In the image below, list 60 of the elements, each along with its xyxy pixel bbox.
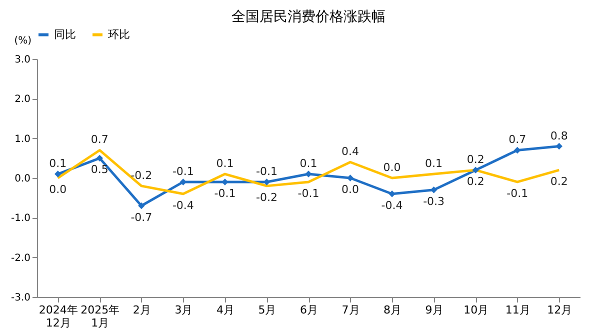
data-label: 0.1 xyxy=(49,157,67,170)
x-tick-label: 8月 xyxy=(384,304,402,316)
data-label: 0.1 xyxy=(216,157,234,170)
data-label: 0.2 xyxy=(466,175,484,188)
data-label: 0.8 xyxy=(550,129,568,142)
x-tick-label: 5月 xyxy=(258,304,276,316)
x-tick-label: 2月 xyxy=(132,304,151,316)
data-label: 0.1 xyxy=(425,157,443,170)
point xyxy=(388,190,396,198)
point xyxy=(138,202,145,210)
x-tick-label: 10月 xyxy=(464,304,489,316)
x-tick-label: 6月 xyxy=(300,304,318,316)
point xyxy=(305,170,312,178)
x-tick-label: 7月 xyxy=(342,304,360,316)
data-label: 0.0 xyxy=(342,183,360,196)
data-label: -0.1 xyxy=(214,186,236,200)
point xyxy=(96,154,104,162)
y-tick-label: 3.0 xyxy=(14,54,30,66)
x-tick-label: 2025年 1月 xyxy=(80,304,120,330)
y-tick-label: -1.0 xyxy=(10,213,30,224)
x-tick-label: 11月 xyxy=(505,304,530,316)
y-axis-title: (%) xyxy=(14,36,32,46)
data-label: -0.4 xyxy=(172,198,194,212)
x-tick-label: 2024年 12月 xyxy=(38,304,78,330)
legend-label: 环比 xyxy=(108,28,130,41)
y-tick-label: 2.0 xyxy=(14,94,30,106)
data-label: -0.1 xyxy=(298,186,320,200)
data-label: 0.2 xyxy=(466,153,484,166)
data-label: -0.2 xyxy=(130,168,152,182)
point xyxy=(514,146,521,154)
data-label: -0.4 xyxy=(381,198,403,212)
data-label: -0.1 xyxy=(172,164,194,178)
x-tick-label: 9月 xyxy=(425,304,444,316)
y-tick-label: 1.0 xyxy=(14,134,30,145)
point xyxy=(430,186,438,194)
data-label: -0.1 xyxy=(506,186,528,200)
data-label: 0.0 xyxy=(49,183,67,196)
data-label: 0.5 xyxy=(90,163,108,176)
data-label: 0.1 xyxy=(300,157,318,170)
x-tick-label: 4月 xyxy=(216,304,234,316)
point xyxy=(222,178,228,186)
point xyxy=(556,142,562,150)
chart-title: 全国居民消费价格涨跌幅 xyxy=(232,9,386,25)
data-label: -0.1 xyxy=(256,164,278,178)
data-label: 0.2 xyxy=(550,175,568,188)
y-tick-label: -3.0 xyxy=(10,292,30,304)
data-label: 0.7 xyxy=(90,133,108,146)
point xyxy=(54,170,62,178)
data-label: 0.7 xyxy=(508,133,526,146)
legend-label: 同比 xyxy=(54,28,76,41)
y-tick-label: 0.0 xyxy=(14,174,30,184)
x-tick-label: 3月 xyxy=(174,304,193,316)
point xyxy=(472,166,479,174)
data-label: 0.0 xyxy=(383,161,401,174)
data-label: -0.7 xyxy=(130,210,152,224)
x-tick-label: 12月 xyxy=(547,304,572,316)
data-label: -0.2 xyxy=(256,190,278,204)
data-label: -0.3 xyxy=(423,194,445,208)
data-label: 0.4 xyxy=(342,145,360,158)
y-tick-label: -2.0 xyxy=(10,252,30,264)
